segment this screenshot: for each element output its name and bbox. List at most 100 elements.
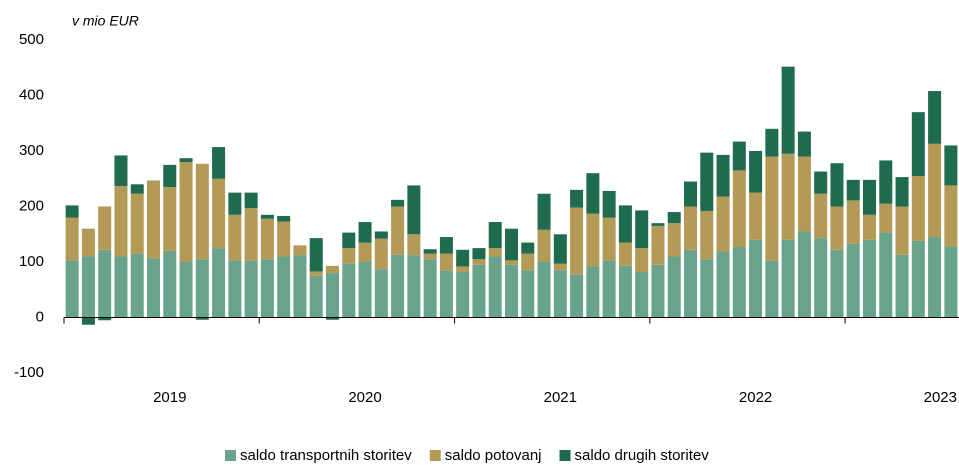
- bar-segment: [765, 128, 779, 157]
- bar-segment: [358, 242, 372, 262]
- bar-segment: [130, 193, 144, 254]
- bar-segment: [342, 263, 356, 318]
- bar-segment: [683, 249, 698, 318]
- bar-segment: [635, 271, 649, 318]
- bar-segment: [814, 193, 828, 239]
- bar-segment: [651, 264, 665, 318]
- bar-segment: [504, 260, 519, 265]
- bar-segment: [928, 143, 942, 238]
- bar-segment: [537, 262, 551, 318]
- bar-segment: [260, 214, 274, 219]
- bar-segment: [374, 238, 388, 270]
- bar-segment: [781, 66, 795, 154]
- bar-segment: [553, 234, 567, 264]
- bar-segment: [814, 238, 828, 318]
- bar-segment: [325, 265, 340, 274]
- bar-segment: [407, 185, 421, 235]
- bar-segment: [928, 91, 942, 144]
- bar-segment: [309, 271, 323, 276]
- legend-swatch: [225, 450, 236, 461]
- bar-segment: [683, 181, 698, 207]
- bar-segment: [325, 317, 340, 320]
- bar-segment: [228, 214, 242, 261]
- bar-segment: [65, 217, 79, 261]
- bar-segment: [456, 271, 470, 318]
- bar-segment: [98, 317, 112, 321]
- bar-segment: [537, 193, 551, 230]
- bar-segment: [570, 274, 584, 318]
- bar-segment: [212, 178, 226, 249]
- bar-segment: [765, 156, 779, 261]
- bar-segment: [846, 179, 860, 201]
- bar-segment: [277, 221, 291, 257]
- bar-segment: [114, 185, 128, 257]
- bar-segment: [618, 205, 632, 243]
- bar-segment: [830, 206, 844, 250]
- legend: saldo transportnih storitev saldo potovan…: [225, 447, 709, 464]
- bar-segment: [862, 214, 877, 240]
- bar-segment: [309, 238, 323, 272]
- bar-segment: [488, 222, 502, 249]
- bar-segment: [81, 228, 95, 257]
- y-tick-label: 200: [19, 197, 44, 214]
- bar-segment: [667, 212, 681, 224]
- bar-segment: [456, 249, 470, 267]
- y-tick-label: 400: [19, 86, 44, 103]
- bar-segment: [163, 164, 177, 188]
- bar-segment: [879, 160, 893, 204]
- bar-segment: [277, 256, 291, 318]
- bar-segment: [667, 223, 681, 257]
- bar-segment: [586, 173, 600, 214]
- bar-segment: [879, 232, 893, 318]
- x-tick-label: 2020: [348, 389, 381, 406]
- bar-segment: [814, 171, 828, 194]
- bar-segment: [895, 254, 909, 318]
- bar-segment: [944, 185, 958, 247]
- bar-segment: [911, 240, 925, 318]
- bar-segment: [309, 275, 323, 318]
- bar-segment: [439, 270, 453, 318]
- bar-segment: [130, 184, 144, 194]
- bar-segment: [130, 253, 144, 318]
- bar-segment: [521, 253, 535, 271]
- bar-segment: [781, 153, 795, 240]
- bar-segment: [879, 203, 893, 233]
- bar-segment: [195, 163, 209, 260]
- bar-segment: [260, 218, 274, 260]
- bar-segment: [732, 247, 746, 318]
- bar-segment: [342, 232, 356, 249]
- bar-segment: [651, 225, 665, 265]
- bar-segment: [618, 265, 632, 318]
- bar-segment: [179, 162, 193, 262]
- bar-segment: [391, 254, 405, 318]
- legend-label: saldo drugih storitev: [575, 447, 710, 464]
- x-tick-label: 2023: [924, 389, 957, 406]
- bar-segment: [797, 231, 811, 318]
- bar-segment: [700, 210, 714, 260]
- bar-segment: [488, 248, 502, 257]
- bar-segment: [521, 270, 535, 318]
- bar-segment: [944, 246, 958, 318]
- bar-segment: [781, 239, 795, 318]
- bar-segment: [504, 264, 519, 318]
- bar-segment: [374, 269, 388, 318]
- bar-segment: [212, 147, 226, 179]
- bar-segment: [911, 175, 925, 241]
- bar-segment: [553, 263, 567, 271]
- bar-segment: [163, 187, 177, 251]
- bar-segment: [293, 245, 307, 256]
- bar-segment: [797, 156, 811, 232]
- bar-segment: [391, 199, 405, 207]
- y-tick-label: 500: [19, 31, 44, 48]
- bar-segment: [81, 317, 95, 325]
- bar-segment: [456, 266, 470, 272]
- legend-label: saldo potovanj: [445, 447, 542, 464]
- bar-segment: [895, 206, 909, 255]
- bar-segment: [700, 152, 714, 211]
- x-tick-label: 2019: [153, 389, 186, 406]
- y-axis-label: v mio EUR: [72, 13, 139, 29]
- bar-segment: [765, 260, 779, 318]
- legend-swatch: [429, 450, 441, 461]
- bar-segment: [602, 190, 616, 218]
- bar-segment: [749, 239, 763, 318]
